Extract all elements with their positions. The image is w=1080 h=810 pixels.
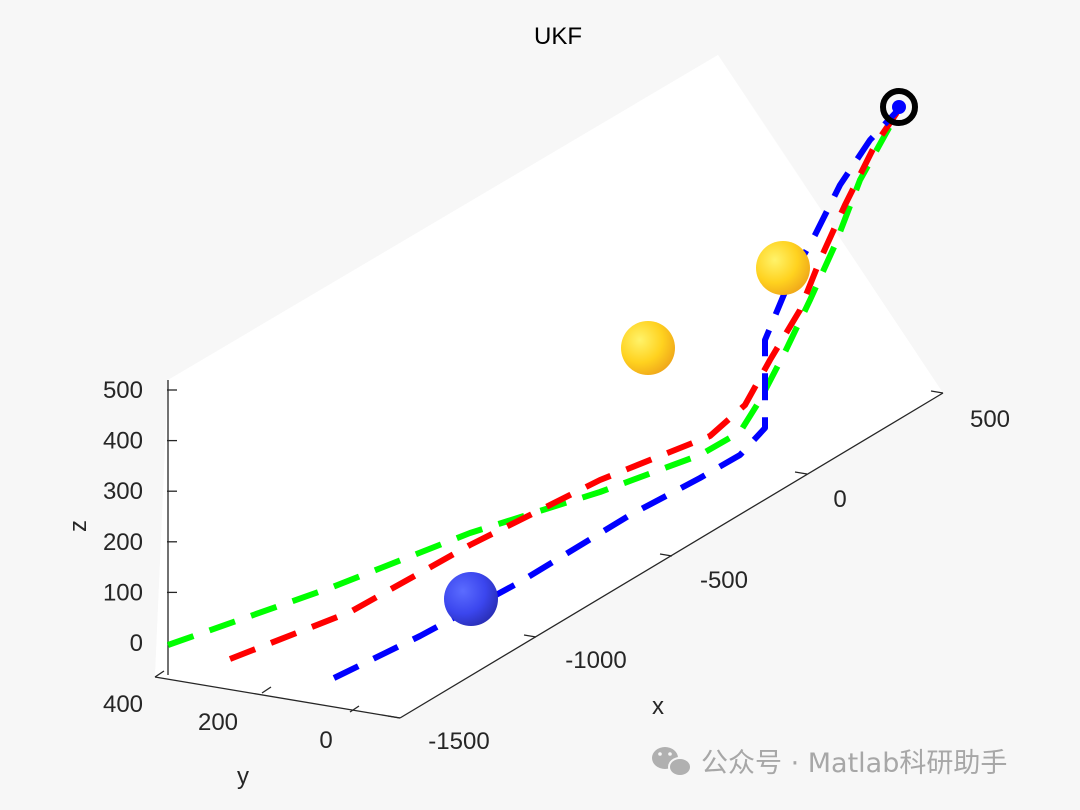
marker-ring-center (892, 100, 906, 114)
series-layer (167, 105, 903, 681)
marker-sphere (444, 572, 498, 626)
x-tick-label: -500 (700, 567, 748, 594)
y-tick-mark (349, 705, 360, 713)
z-tick-label: 100 (103, 579, 143, 606)
y-tick-label: 400 (103, 691, 143, 718)
x-tick-label: -1000 (565, 647, 626, 674)
x-axis-label: x (652, 693, 664, 720)
z-tick-label: 500 (103, 377, 143, 404)
x-tick-label: -1500 (428, 728, 489, 755)
marker-sphere (621, 321, 675, 375)
z-axis-label: z (65, 520, 92, 532)
x-tick-label: 0 (833, 486, 846, 513)
wechat-icon (652, 747, 692, 777)
chart-title: UKF (534, 23, 582, 50)
x-axis-ticks: -1500 -1000 -500 0 500 (387, 390, 1010, 755)
z-tick-label: 0 (130, 630, 143, 657)
y-tick-label: 0 (319, 727, 332, 754)
marker-sphere (756, 241, 810, 295)
x-tick-mark (794, 471, 808, 475)
z-tick-label: 300 (103, 478, 143, 505)
y-tick-label: 200 (198, 709, 238, 736)
z-axis-ticks: 0 100 200 300 400 500 (103, 377, 177, 657)
x-tick-mark (659, 553, 673, 557)
y-axis-label: y (237, 763, 249, 790)
y-tick-mark (261, 686, 272, 694)
series-line-1 (167, 106, 903, 648)
x-tick-mark (523, 634, 537, 638)
series-line-3 (332, 105, 903, 681)
series-line-2 (228, 106, 903, 662)
x-tick-mark (387, 715, 401, 719)
y-axis-line (154, 676, 401, 719)
watermark: 公众号 · Matlab科研助手 (652, 747, 1007, 779)
x-tick-label: 500 (970, 406, 1010, 433)
z-tick-label: 200 (103, 529, 143, 556)
y-tick-mark (154, 670, 165, 678)
y-axis-ticks: 0 200 400 (103, 670, 360, 754)
z-tick-label: 400 (103, 428, 143, 455)
axes-side-pane (155, 55, 943, 718)
marker-layer (444, 88, 918, 626)
x-tick-mark (930, 390, 944, 394)
watermark-text: 公众号 · Matlab科研助手 (701, 748, 1007, 779)
marker-ring (880, 88, 918, 126)
